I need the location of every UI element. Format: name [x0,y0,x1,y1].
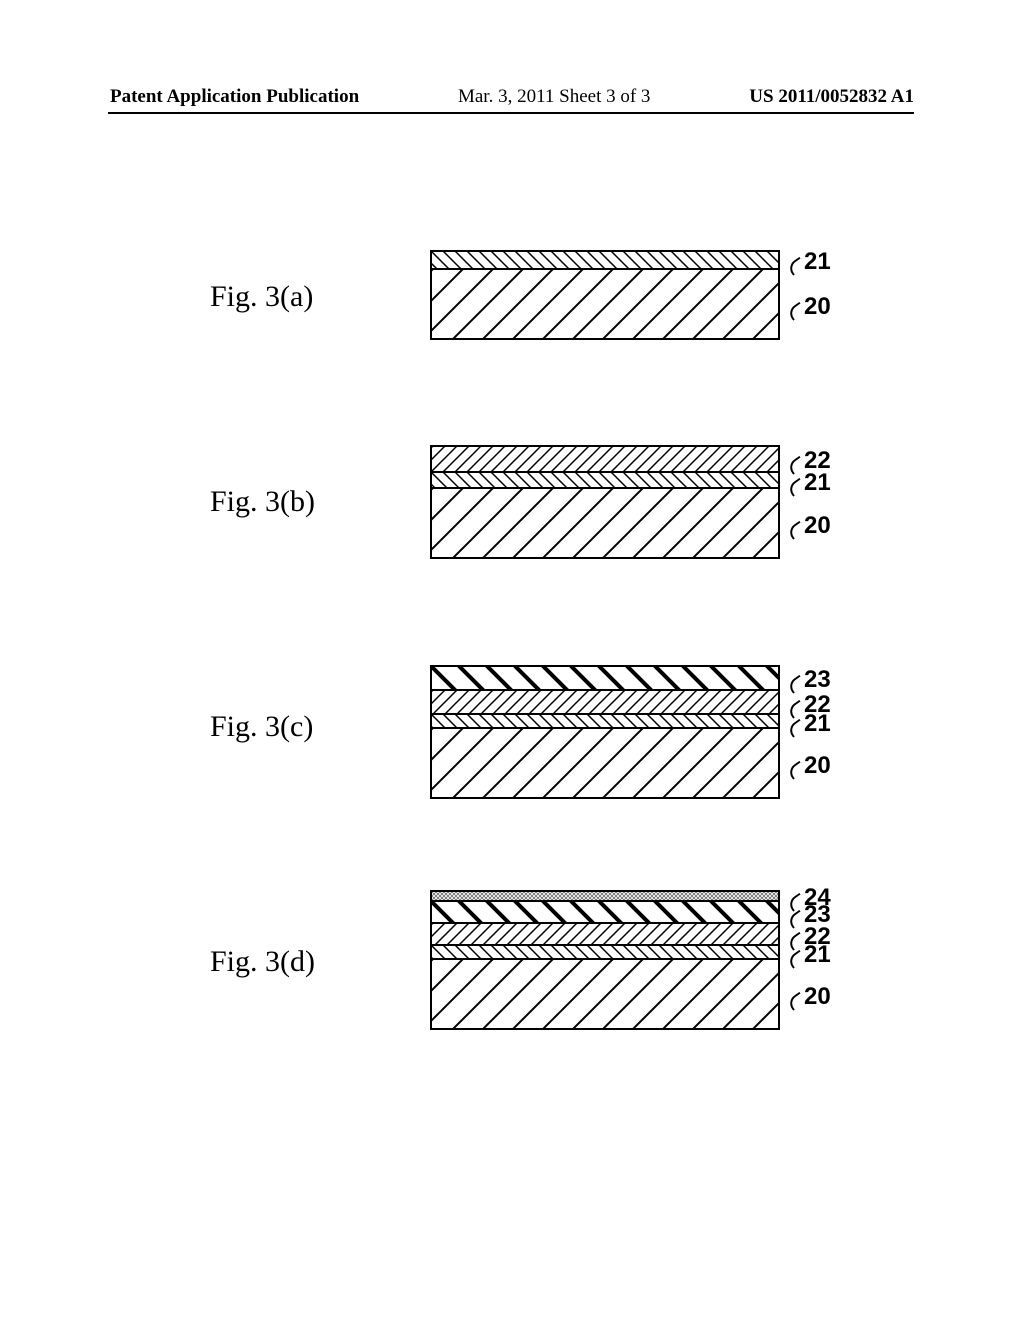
layer [430,270,780,340]
figure-row: Fig. 3(c)23222120 [0,660,1024,890]
figure-row: Fig. 3(b)222120 [0,440,1024,670]
figure-label: Fig. 3(b) [210,485,315,519]
layer [430,946,780,960]
header-left: Patent Application Publication [110,86,359,108]
layer-diagram [430,445,780,559]
header-right: US 2011/0052832 A1 [749,86,914,108]
layer-number-text: 21 [804,469,831,496]
layer [430,924,780,946]
layer-number: 21 [786,248,831,276]
figure-label: Fig. 3(a) [210,280,313,314]
layer-diagram [430,665,780,799]
figure-row: Fig. 3(d)2423222120 [0,890,1024,1120]
layer-number: 20 [786,293,831,321]
layer-number-text: 21 [804,941,831,968]
layer [430,960,780,1030]
layer-diagram [430,250,780,340]
layer-number-text: 20 [804,983,831,1010]
layer-number-text: 20 [804,512,831,539]
layer-number-text: 23 [804,666,831,693]
layer [430,890,780,902]
layer-diagram [430,890,780,1030]
layer-number: 20 [786,512,831,540]
header-mid: Mar. 3, 2011 Sheet 3 of 3 [458,86,650,108]
figure-label: Fig. 3(c) [210,710,313,744]
header-rule [108,112,914,114]
layer [430,729,780,799]
figure-row: Fig. 3(a) 21 20 [0,240,1024,470]
layer-number-text: 20 [804,293,831,320]
layer-number-text: 21 [804,710,831,737]
layer-number-text: 20 [804,752,831,779]
layer [430,445,780,473]
layer [430,715,780,729]
layer-number: 23 [786,666,831,694]
figure-label: Fig. 3(d) [210,945,315,979]
layer-number: 20 [786,752,831,780]
page-header: Patent Application Publication Mar. 3, 2… [0,86,1024,108]
layer [430,902,780,924]
layer-number: 21 [786,710,831,738]
layer [430,473,780,489]
layer [430,691,780,715]
layer-number: 21 [786,941,831,969]
layer [430,665,780,691]
layer-number-text: 21 [804,248,831,275]
layer [430,489,780,559]
layer-number: 20 [786,983,831,1011]
layer [430,250,780,270]
layer-number: 21 [786,469,831,497]
